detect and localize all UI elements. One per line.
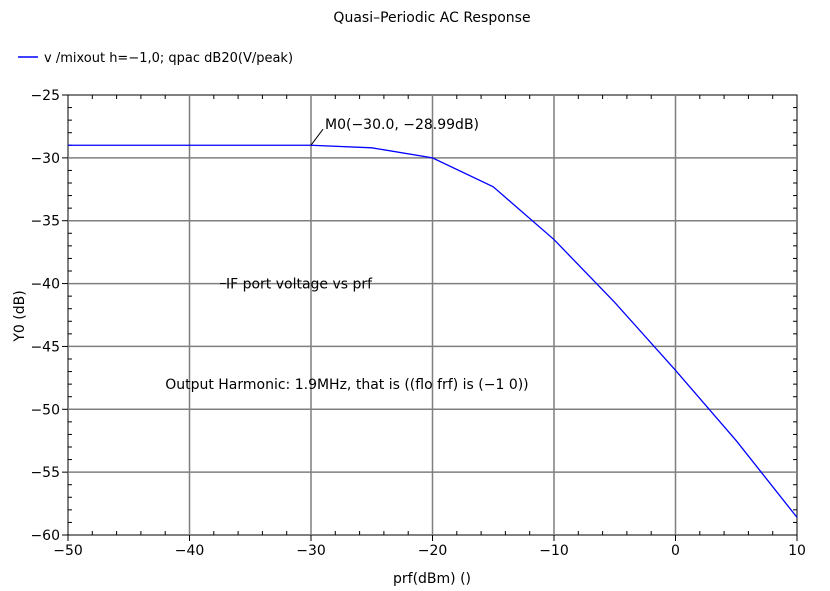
x-tick-label: −20	[418, 543, 448, 559]
grid	[67, 94, 798, 536]
chart-title: Quasi–Periodic AC Response	[333, 10, 530, 26]
y-tick-label: −35	[30, 214, 60, 230]
annotation-text: Output Harmonic: 1.9MHz, that is ((flo f…	[165, 377, 528, 393]
x-tick-label: 0	[671, 543, 680, 559]
axes: −50 −40 −30 −20 −10 0 10 −25 −30 −35 −40 −45 −50 −55 −…	[30, 88, 805, 559]
annotations: M0(−30.0, −28.99dB) IF port voltage vs pr…	[165, 117, 528, 393]
series-line	[68, 144, 798, 518]
legend-label: v /mixout h=−1,0; qpac dB20(V/peak)	[44, 51, 293, 66]
y-tick-label: −25	[30, 88, 60, 104]
y-tick-label: −45	[30, 339, 60, 355]
y-tick-label: −50	[30, 402, 60, 418]
x-tick-label: −50	[53, 543, 83, 559]
y-axis-label: Y0 (dB)	[12, 290, 28, 342]
x-tick-label: −10	[539, 543, 569, 559]
y-tick-label: −40	[30, 277, 60, 293]
x-tick-label: 10	[788, 543, 806, 559]
x-axis-label: prf(dBm) ()	[393, 571, 471, 587]
legend: v /mixout h=−1,0; qpac dB20(V/peak)	[18, 51, 293, 66]
x-tick-label: −40	[175, 543, 205, 559]
series-layer	[68, 144, 798, 518]
y-tick-label: −30	[30, 151, 60, 167]
y-tick-label: −60	[30, 528, 60, 544]
marker-leader	[310, 128, 324, 146]
marker-label: M0(−30.0, −28.99dB)	[325, 117, 479, 133]
y-tick-label: −55	[30, 465, 60, 481]
annotation-text: IF port voltage vs prf	[226, 277, 373, 293]
x-tick-label: −30	[296, 543, 326, 559]
